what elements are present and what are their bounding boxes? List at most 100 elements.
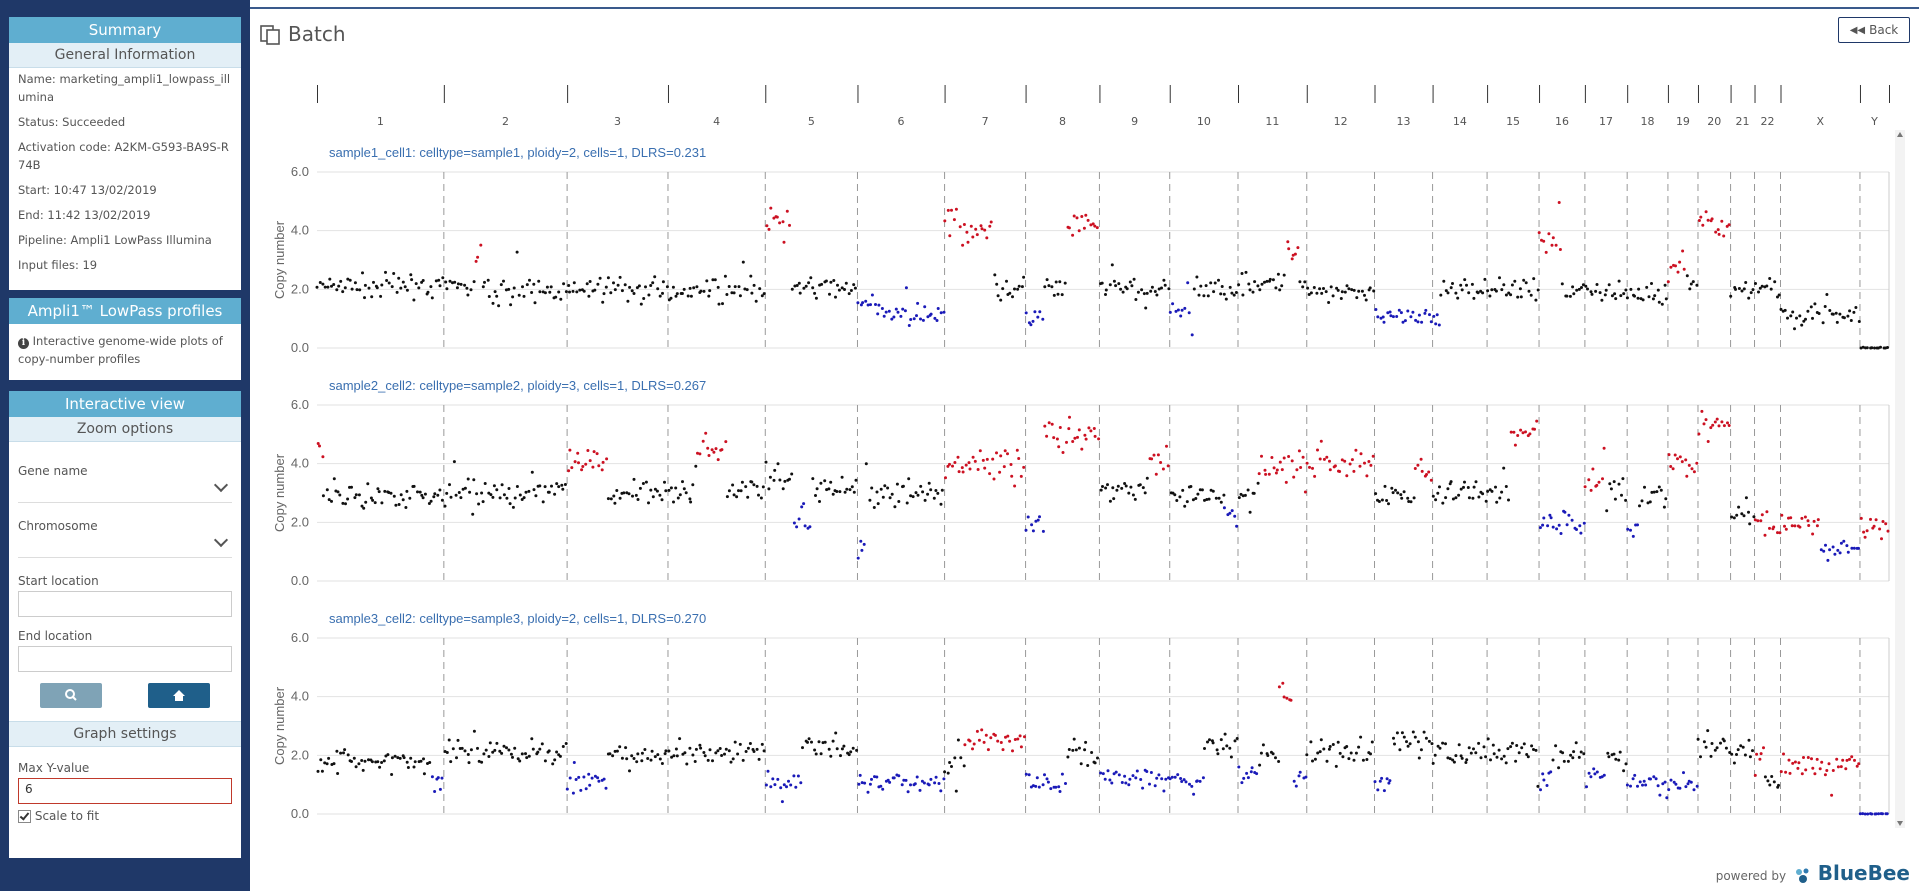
data-point <box>1722 424 1726 428</box>
data-point <box>693 760 697 763</box>
data-point <box>1486 737 1490 741</box>
data-point <box>1562 759 1566 763</box>
data-point <box>1017 284 1021 288</box>
data-point <box>1067 427 1071 431</box>
data-point <box>1656 288 1660 292</box>
data-point <box>1338 470 1342 473</box>
data-point <box>1456 296 1460 300</box>
data-point <box>474 259 478 263</box>
panel-title: sample1_cell1: celltype=sample1, ploidy=… <box>329 145 706 160</box>
data-point <box>650 749 654 753</box>
search-button[interactable] <box>40 683 102 708</box>
data-point <box>737 489 740 493</box>
data-point <box>1352 758 1356 762</box>
data-point <box>923 305 927 309</box>
data-point <box>1277 685 1281 689</box>
data-point <box>1759 752 1763 756</box>
max-y-input[interactable]: 6 <box>18 778 232 804</box>
data-point <box>835 747 839 751</box>
data-point <box>1819 548 1823 552</box>
data-point <box>785 209 789 213</box>
data-point <box>1604 288 1608 292</box>
data-point <box>1880 537 1883 541</box>
data-point <box>864 299 868 303</box>
data-point <box>1416 320 1420 324</box>
data-point <box>369 496 373 500</box>
data-point <box>1266 754 1270 757</box>
data-point <box>1419 457 1423 461</box>
data-point <box>1593 772 1597 776</box>
data-point <box>1747 296 1751 300</box>
data-point <box>852 283 856 287</box>
data-point <box>977 738 981 742</box>
data-point <box>1730 752 1734 756</box>
data-point <box>1086 218 1090 222</box>
data-point <box>1541 772 1545 776</box>
data-point <box>1504 761 1508 765</box>
data-point <box>929 488 933 492</box>
start-location-input[interactable] <box>18 591 232 617</box>
data-point <box>1322 287 1325 290</box>
data-point <box>1646 501 1650 505</box>
data-point <box>907 324 911 327</box>
data-point <box>597 464 601 468</box>
data-point <box>639 302 643 306</box>
data-point <box>1340 458 1344 462</box>
data-point <box>511 755 514 759</box>
data-point <box>1166 464 1170 468</box>
data-point <box>1424 308 1428 312</box>
data-point <box>1502 754 1506 758</box>
data-point <box>993 733 997 737</box>
data-point <box>688 746 692 750</box>
data-point <box>1557 201 1561 204</box>
data-point <box>1612 480 1616 484</box>
chromosome-label: 9 <box>1131 115 1138 128</box>
home-button[interactable] <box>148 683 210 708</box>
data-point <box>1558 248 1562 251</box>
data-point <box>584 462 588 466</box>
data-point <box>688 286 692 290</box>
data-point <box>1755 752 1759 756</box>
data-point <box>1381 315 1385 319</box>
copy-icon <box>260 25 280 45</box>
scroll-up-icon[interactable] <box>1897 132 1903 137</box>
data-point <box>643 748 647 751</box>
data-point <box>1869 517 1872 521</box>
data-point <box>1162 278 1166 282</box>
data-point <box>892 315 896 319</box>
summary-header: Summary <box>9 17 241 43</box>
data-point <box>909 783 912 787</box>
y-tick-label: 0.0 <box>291 806 309 821</box>
data-point <box>509 752 513 756</box>
data-point <box>1459 754 1463 758</box>
data-point <box>1777 293 1781 297</box>
data-point <box>1240 272 1244 275</box>
gene-name-select[interactable] <box>18 477 232 503</box>
data-point <box>1797 761 1801 765</box>
end-location-input[interactable] <box>18 646 232 672</box>
data-point <box>357 762 361 766</box>
chromosome-label: 18 <box>1641 115 1655 128</box>
data-point <box>1018 734 1022 738</box>
data-point <box>1297 774 1301 778</box>
chromosome-label: 19 <box>1676 115 1690 128</box>
data-point <box>1462 485 1465 489</box>
chromosome-select[interactable] <box>18 532 232 558</box>
data-point <box>626 299 630 303</box>
data-point <box>564 290 568 294</box>
data-point <box>936 491 940 495</box>
scrollbar[interactable] <box>1895 130 1905 828</box>
data-point <box>1504 485 1508 488</box>
scale-to-fit-checkbox[interactable] <box>18 810 31 823</box>
data-point <box>971 235 975 239</box>
data-point <box>1454 291 1458 295</box>
data-point <box>453 280 457 284</box>
data-point <box>721 302 724 306</box>
data-point <box>1551 525 1555 529</box>
scroll-down-icon[interactable] <box>1897 821 1903 826</box>
data-point <box>1793 327 1796 331</box>
data-point <box>568 448 572 452</box>
end-location-label: End location <box>18 629 93 643</box>
data-point <box>1345 284 1349 288</box>
back-button[interactable]: ◀◀ Back <box>1838 17 1910 43</box>
